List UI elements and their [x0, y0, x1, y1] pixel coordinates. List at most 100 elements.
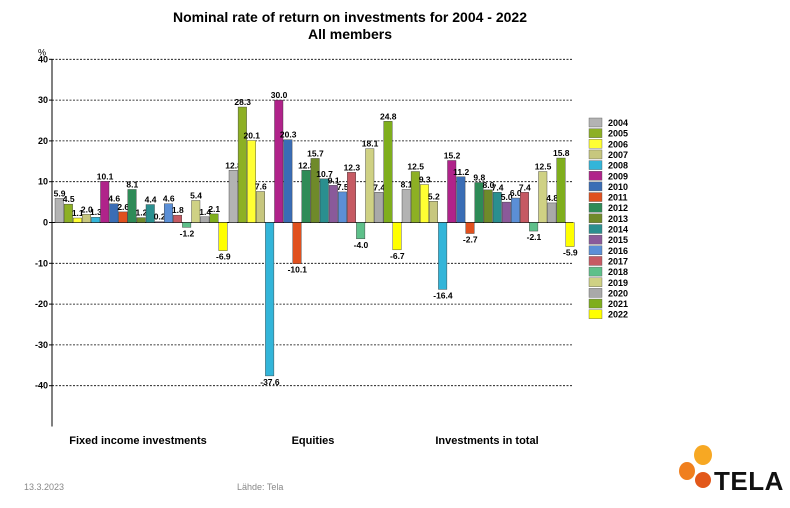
footer-date: 13.3.2023 — [24, 482, 65, 492]
bar — [274, 99, 284, 223]
legend-swatch — [588, 139, 603, 149]
y-tick-label: 0 — [43, 218, 48, 228]
bar — [63, 203, 73, 223]
legend-swatch — [588, 256, 603, 266]
bar — [429, 201, 438, 223]
chart-subtitle: All members — [307, 26, 393, 42]
data-label: 7.5 — [337, 182, 349, 192]
legend-label: 2015 — [608, 235, 628, 245]
data-label: 5.9 — [54, 188, 66, 198]
y-tick-label: 20 — [38, 136, 48, 146]
data-label: 1.1 — [72, 208, 84, 218]
bar — [54, 198, 64, 223]
bar — [228, 170, 238, 223]
data-label: 5.4 — [190, 190, 202, 200]
data-label: 9.3 — [419, 175, 431, 185]
chart-title: Nominal rate of return on investments fo… — [173, 9, 527, 25]
data-label: 4.8 — [546, 193, 558, 203]
data-label: 28.3 — [234, 97, 251, 107]
data-label: 8.0 — [483, 180, 495, 190]
legend-swatch — [588, 245, 603, 256]
legend-swatch — [588, 309, 603, 319]
y-tick-label: -20 — [35, 299, 48, 309]
data-label: -6.9 — [216, 252, 231, 262]
bar — [392, 222, 402, 251]
data-label: 4.5 — [63, 194, 75, 204]
data-label: 5.2 — [428, 191, 440, 201]
data-label: 2.6 — [117, 202, 129, 212]
data-label: -2.1 — [527, 232, 542, 242]
legend-swatch — [588, 266, 603, 277]
legend-swatch — [588, 192, 603, 202]
legend-label: 2004 — [608, 118, 628, 128]
data-label: -4.0 — [354, 240, 369, 250]
data-label: -6.7 — [390, 251, 405, 261]
data-label: 11.2 — [453, 167, 469, 177]
bar — [365, 148, 375, 223]
data-label: 12.3 — [344, 162, 361, 172]
bar — [265, 222, 275, 377]
bar — [438, 222, 448, 290]
legend-swatch — [588, 298, 603, 309]
legend-swatch — [588, 117, 603, 128]
data-label: 24.8 — [380, 111, 397, 121]
legend-swatch — [588, 213, 603, 224]
legend-label: 2009 — [608, 171, 628, 181]
bar — [82, 214, 92, 223]
legend-swatch — [588, 224, 603, 234]
bar — [218, 222, 228, 251]
y-tick-label: -30 — [35, 340, 48, 350]
data-label: -37.6 — [260, 377, 280, 387]
data-label: 8.1 — [401, 179, 413, 189]
bar — [347, 172, 356, 223]
bar — [538, 171, 548, 223]
data-label: 15.7 — [307, 148, 324, 158]
bar — [401, 189, 411, 223]
bar — [447, 160, 457, 223]
legend-label: 2005 — [608, 129, 628, 139]
data-label: 7.4 — [492, 182, 504, 192]
category-label: Equities — [292, 435, 335, 447]
data-label: -5.9 — [563, 248, 578, 258]
logo-text: TELA — [714, 466, 784, 496]
bar — [520, 192, 529, 223]
data-label: 4.6 — [163, 194, 175, 204]
bar — [556, 157, 566, 223]
legend-label: 2021 — [608, 299, 628, 309]
data-label: 10.7 — [316, 169, 333, 179]
legend-label: 2022 — [608, 310, 628, 320]
bar — [91, 216, 101, 223]
data-label: 7.4 — [519, 182, 531, 192]
data-label: 0.2 — [154, 212, 166, 222]
legend-label: 2014 — [608, 225, 628, 235]
y-tick-label: 10 — [38, 177, 48, 187]
data-label: 8.1 — [126, 179, 138, 189]
legend-label: 2011 — [608, 193, 628, 203]
y-tick-label: -40 — [35, 381, 48, 391]
data-label: 18.1 — [362, 139, 379, 149]
data-label: 5.0 — [501, 192, 513, 202]
data-label: 9.1 — [328, 175, 340, 185]
bar — [109, 203, 119, 223]
bar — [310, 158, 320, 223]
data-label: 2.0 — [81, 204, 93, 214]
data-label: 7.6 — [255, 181, 267, 191]
data-label: 4.4 — [145, 195, 157, 205]
data-label: 1.3 — [90, 207, 102, 217]
category-label: Fixed income investments — [69, 435, 207, 447]
bar — [173, 214, 183, 223]
data-label: 7.4 — [373, 182, 385, 192]
bar — [191, 200, 201, 223]
bar — [456, 176, 466, 223]
data-label: 6.0 — [510, 188, 522, 198]
bar — [292, 222, 302, 264]
legend-label: 2020 — [608, 288, 628, 298]
y-axis-unit: % — [38, 47, 46, 57]
data-label: 20.1 — [243, 130, 260, 140]
data-label: 4.6 — [108, 194, 120, 204]
data-label: 15.2 — [444, 150, 461, 160]
data-label: 12.8 — [225, 160, 242, 170]
bar — [420, 184, 429, 223]
bar — [328, 185, 338, 223]
